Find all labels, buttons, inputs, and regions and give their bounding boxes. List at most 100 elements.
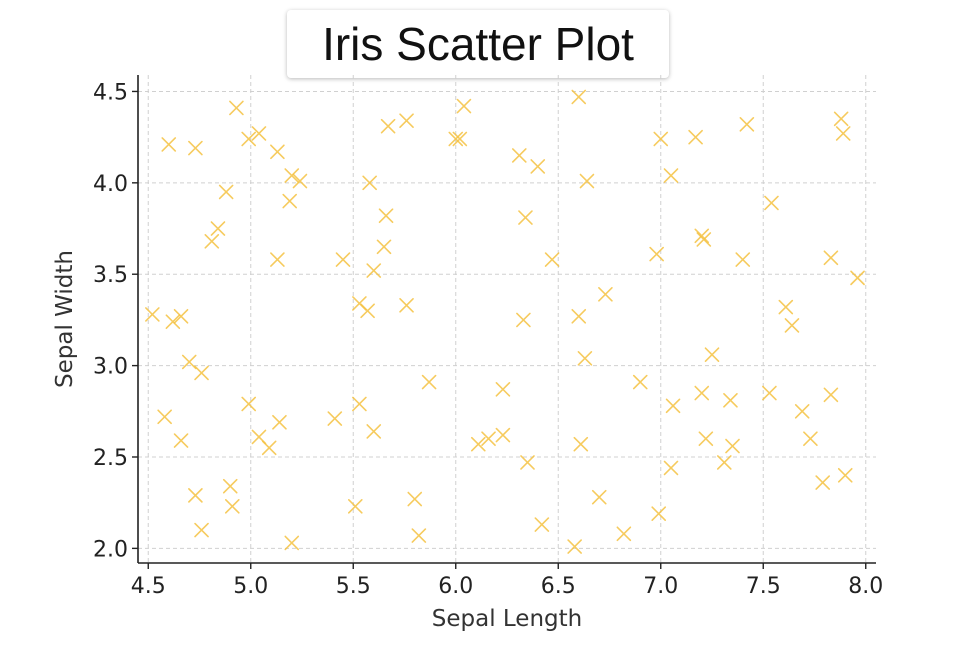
- data-point: [360, 303, 375, 319]
- data-point: [181, 354, 197, 370]
- data-points: [145, 89, 865, 554]
- data-point: [823, 250, 839, 266]
- data-point: [218, 184, 234, 200]
- data-point: [516, 312, 531, 328]
- data-point: [518, 210, 533, 225]
- data-point: [270, 252, 285, 267]
- data-point: [716, 455, 732, 470]
- data-point: [399, 297, 414, 313]
- x-tick-label: 5.5: [336, 574, 371, 599]
- x-axis-label: Sepal Length: [432, 606, 582, 632]
- y-tick-label: 3.0: [93, 355, 128, 380]
- data-point: [511, 148, 527, 163]
- data-point: [725, 438, 740, 454]
- data-point: [735, 252, 751, 267]
- data-point: [794, 403, 810, 419]
- data-point: [366, 263, 382, 278]
- data-point: [579, 173, 595, 189]
- data-point: [835, 126, 851, 141]
- data-point: [188, 488, 203, 503]
- data-point: [261, 440, 277, 456]
- data-point: [481, 431, 496, 447]
- data-point: [833, 111, 849, 127]
- data-point: [688, 129, 703, 145]
- data-point: [229, 100, 244, 116]
- data-point: [544, 252, 560, 267]
- data-point: [520, 455, 535, 470]
- ticks: 4.5 5.0 5.5 6.0 6.5 7.0 7.5 8.0 2.0 2.5 3.0 3.5 4.0 4…: [93, 80, 883, 599]
- data-point: [694, 385, 710, 401]
- data-point: [272, 414, 287, 430]
- data-point: [222, 478, 238, 494]
- data-point: [251, 126, 267, 141]
- data-point: [495, 382, 511, 397]
- y-tick-label: 2.0: [93, 537, 128, 562]
- data-point: [194, 365, 209, 381]
- data-point: [161, 137, 177, 152]
- data-point: [632, 374, 648, 390]
- data-point: [573, 436, 589, 452]
- data-point: [270, 144, 285, 160]
- data-point: [663, 168, 679, 183]
- grid-lines: [138, 75, 876, 563]
- data-point: [837, 467, 853, 483]
- x-tick-label: 8.0: [848, 574, 883, 599]
- data-point: [762, 385, 777, 401]
- y-tick-label: 4.0: [93, 172, 128, 197]
- data-point: [194, 522, 209, 538]
- data-point: [282, 193, 298, 209]
- data-point: [567, 539, 582, 554]
- data-point: [470, 436, 486, 452]
- data-point: [534, 517, 550, 532]
- data-point: [456, 98, 472, 114]
- x-tick-label: 6.0: [438, 574, 473, 599]
- data-point: [571, 89, 587, 105]
- data-point: [411, 528, 427, 543]
- data-point: [663, 460, 679, 476]
- data-point: [694, 228, 710, 244]
- data-point: [165, 314, 181, 330]
- data-point: [823, 387, 839, 403]
- data-point: [591, 489, 607, 505]
- data-point: [376, 239, 392, 255]
- data-point: [696, 232, 712, 247]
- data-point: [598, 287, 613, 302]
- data-point: [327, 411, 343, 426]
- data-point: [815, 475, 831, 490]
- data-point: [653, 131, 669, 147]
- data-point: [145, 307, 160, 322]
- data-point: [778, 299, 794, 315]
- data-point: [651, 506, 667, 521]
- y-tick-label: 2.5: [93, 446, 128, 471]
- data-point: [380, 118, 396, 134]
- data-point: [366, 424, 382, 439]
- data-point: [723, 393, 738, 408]
- data-point: [210, 221, 226, 236]
- data-point: [704, 347, 720, 362]
- data-point: [173, 433, 189, 448]
- data-point: [649, 246, 664, 262]
- data-point: [352, 396, 367, 412]
- data-point: [571, 308, 587, 324]
- chart-title: Iris Scatter Plot: [322, 18, 634, 70]
- data-point: [784, 318, 800, 333]
- data-point: [407, 491, 423, 507]
- data-point: [188, 140, 203, 156]
- x-tick-label: 5.0: [233, 574, 268, 599]
- data-point: [241, 131, 256, 147]
- data-point: [292, 173, 308, 189]
- x-tick-label: 7.0: [643, 574, 678, 599]
- data-point: [850, 270, 865, 286]
- data-point: [204, 234, 220, 249]
- data-point: [452, 131, 468, 147]
- data-point: [739, 117, 755, 132]
- data-point: [698, 431, 714, 447]
- data-point: [764, 195, 779, 211]
- data-point: [577, 350, 593, 366]
- data-point: [665, 398, 681, 414]
- data-point: [495, 427, 511, 443]
- y-tick-label: 3.5: [93, 263, 128, 288]
- data-point: [241, 396, 256, 412]
- x-tick-label: 7.5: [746, 574, 781, 599]
